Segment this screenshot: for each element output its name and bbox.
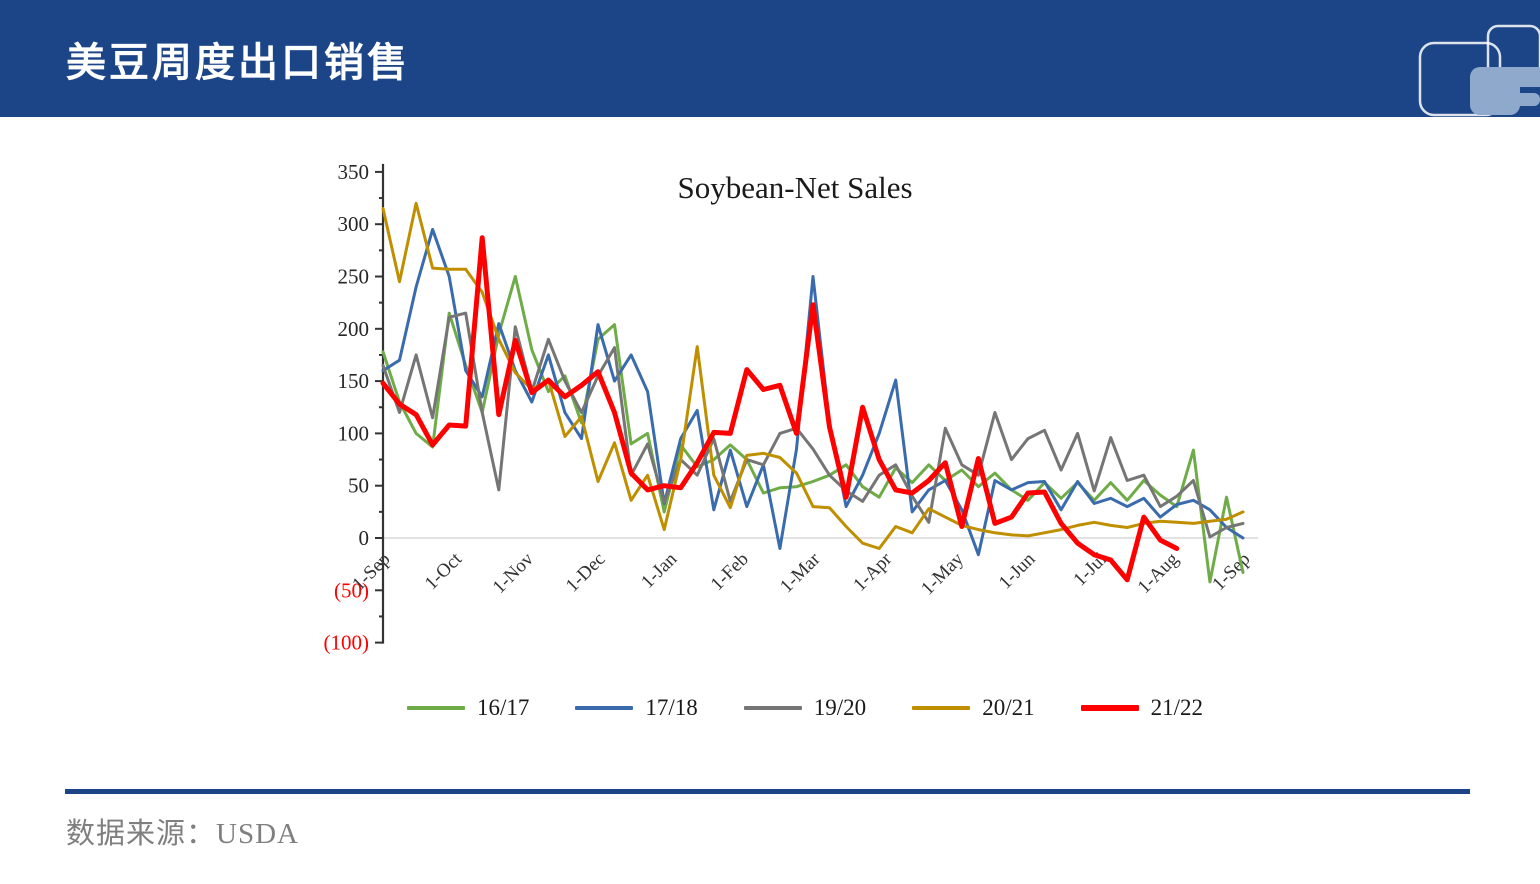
y-tick-label: 0 [359,526,370,550]
x-tick-label: 1-Apr [849,548,896,595]
x-tick-label: 1-Aug [1134,548,1184,598]
y-tick-label: 50 [348,474,369,498]
chart-title: Soybean-Net Sales [677,170,912,205]
y-tick-label: 100 [338,421,370,445]
series-line-20-21 [381,201,1245,550]
x-tick-label: 1-Dec [562,549,610,597]
page-title: 美豆周度出口销售 [66,40,410,85]
line-chart: 350 300 250 200 150 100 50 0 (50) (100) 1-Sep 1-Oct… [324,160,1258,655]
header-bar: 美豆周度出口销售 [0,0,1540,117]
legend-item-21-22: 21/22 [1080,695,1203,721]
y-tick-label: 150 [338,369,370,393]
chart-legend: 16/17 17/18 19/20 20/21 21/22 [300,692,1310,724]
legend-swatch-16-17 [407,706,466,710]
series-line-17-18 [381,227,1245,557]
x-tick-label: 1-Jan [637,548,681,592]
chart-container: 350 300 250 200 150 100 50 0 (50) (100) 1-Sep 1-Oct… [300,140,1310,685]
x-tick-label: 1-Sep [348,549,394,595]
legend-item-19-20: 19/20 [743,695,867,721]
legend-label: 16/17 [477,695,530,720]
y-tick-label: (50) [334,578,369,602]
legend-swatch-17-18 [575,706,634,710]
legend-item-16-17: 16/17 [407,695,529,721]
legend-item-17-18: 17/18 [575,695,698,721]
legend-swatch-19-20 [743,706,802,710]
x-tick-label: 1-Feb [707,549,753,595]
x-tick-label: 1-Oct [421,548,467,594]
x-tick-label: 1-Mar [776,548,825,597]
legend-label: 19/20 [813,695,867,720]
y-tick-label: 200 [338,317,370,341]
brand-logo [1418,24,1540,117]
series-line-16-17 [381,275,1245,584]
divider [65,789,1470,794]
legend-label: 17/18 [645,695,698,720]
y-tick-label: 250 [338,265,370,289]
legend-label: 20/21 [982,695,1035,720]
y-tick-label: 350 [338,160,370,184]
x-tick-label: 1-Nov [489,548,539,598]
series-line-21-22 [380,235,1180,583]
x-tick-label: 1-May [917,548,968,599]
logo-solid-bar [1500,67,1540,87]
y-tick-label: (100) [324,631,370,655]
logo-solid-pill [1505,93,1540,106]
legend-swatch-21-22 [1080,705,1139,711]
legend-label: 21/22 [1150,695,1203,720]
y-tick-label: 300 [338,212,370,236]
legend-swatch-20-21 [912,706,971,710]
data-source-label: 数据来源：USDA [66,818,299,850]
x-tick-label: 1-Jun [995,548,1040,593]
legend-item-20-21: 20/21 [912,695,1035,721]
